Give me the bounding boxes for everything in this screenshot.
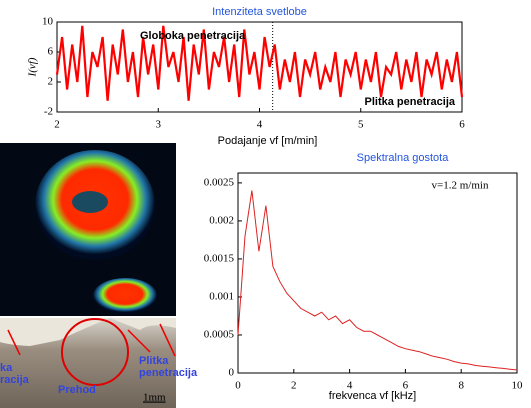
- scale-label: 1mm: [143, 392, 166, 404]
- thermal-spot: [93, 278, 157, 314]
- x-tick-label: 3: [156, 119, 162, 131]
- micro-label: racija: [0, 374, 30, 386]
- data-line: [237, 190, 518, 371]
- y-tick-label: 0.0005: [204, 329, 235, 341]
- y-tick-label: 0.002: [209, 214, 234, 226]
- x-tick-label: 2: [291, 380, 297, 392]
- micro-label: ka: [0, 362, 13, 374]
- x-tick-label: 6: [459, 119, 465, 131]
- annotation: Plitka penetracija: [365, 96, 456, 108]
- x-tick-label: 4: [257, 119, 263, 131]
- x-tick-label: 5: [358, 119, 364, 131]
- y-tick-label: 2: [48, 76, 54, 88]
- annotation: Globoka penetracija: [140, 30, 246, 42]
- annotation: v=1.2 m/min: [432, 180, 489, 192]
- x-tick-label: 0: [235, 380, 241, 392]
- chart-title: Intenziteta svetlobe: [212, 6, 307, 18]
- micro-label: Plitka: [139, 355, 169, 367]
- arrow: [159, 323, 176, 357]
- x-tick-label: 8: [458, 380, 464, 392]
- y-tick-label: 0.001: [209, 290, 234, 302]
- y-tick-label: 6: [48, 46, 54, 58]
- y-axis-label: I(vf): [27, 57, 39, 77]
- micro-label: Prehod: [58, 384, 96, 396]
- y-tick-label: 10: [42, 16, 54, 28]
- x-tick-label: 6: [403, 380, 409, 392]
- x-tick-label: 4: [347, 380, 353, 392]
- arrow: [7, 329, 21, 356]
- data-line: [55, 25, 464, 101]
- y-tick-label: 0.0015: [204, 252, 235, 264]
- micrograph-surface: [0, 318, 176, 346]
- arrow: [127, 329, 151, 353]
- plot-frame: [237, 172, 518, 374]
- y-tick-label: 0.0025: [204, 176, 235, 188]
- y-tick-label: -2: [44, 106, 53, 118]
- thermal-core: [72, 191, 108, 213]
- x-tick-label: 2: [54, 119, 60, 131]
- highlight-circle: [61, 318, 129, 386]
- y-tick-label: 0: [229, 367, 235, 379]
- x-tick-label: 10: [512, 380, 524, 392]
- x-axis-label: frekvenca vf [kHz]: [329, 390, 416, 402]
- x-axis-label: Podajanje vf [m/min]: [218, 135, 318, 147]
- chart-title: Spektralna gostota: [357, 152, 450, 164]
- micro-label: penetracija: [139, 367, 198, 379]
